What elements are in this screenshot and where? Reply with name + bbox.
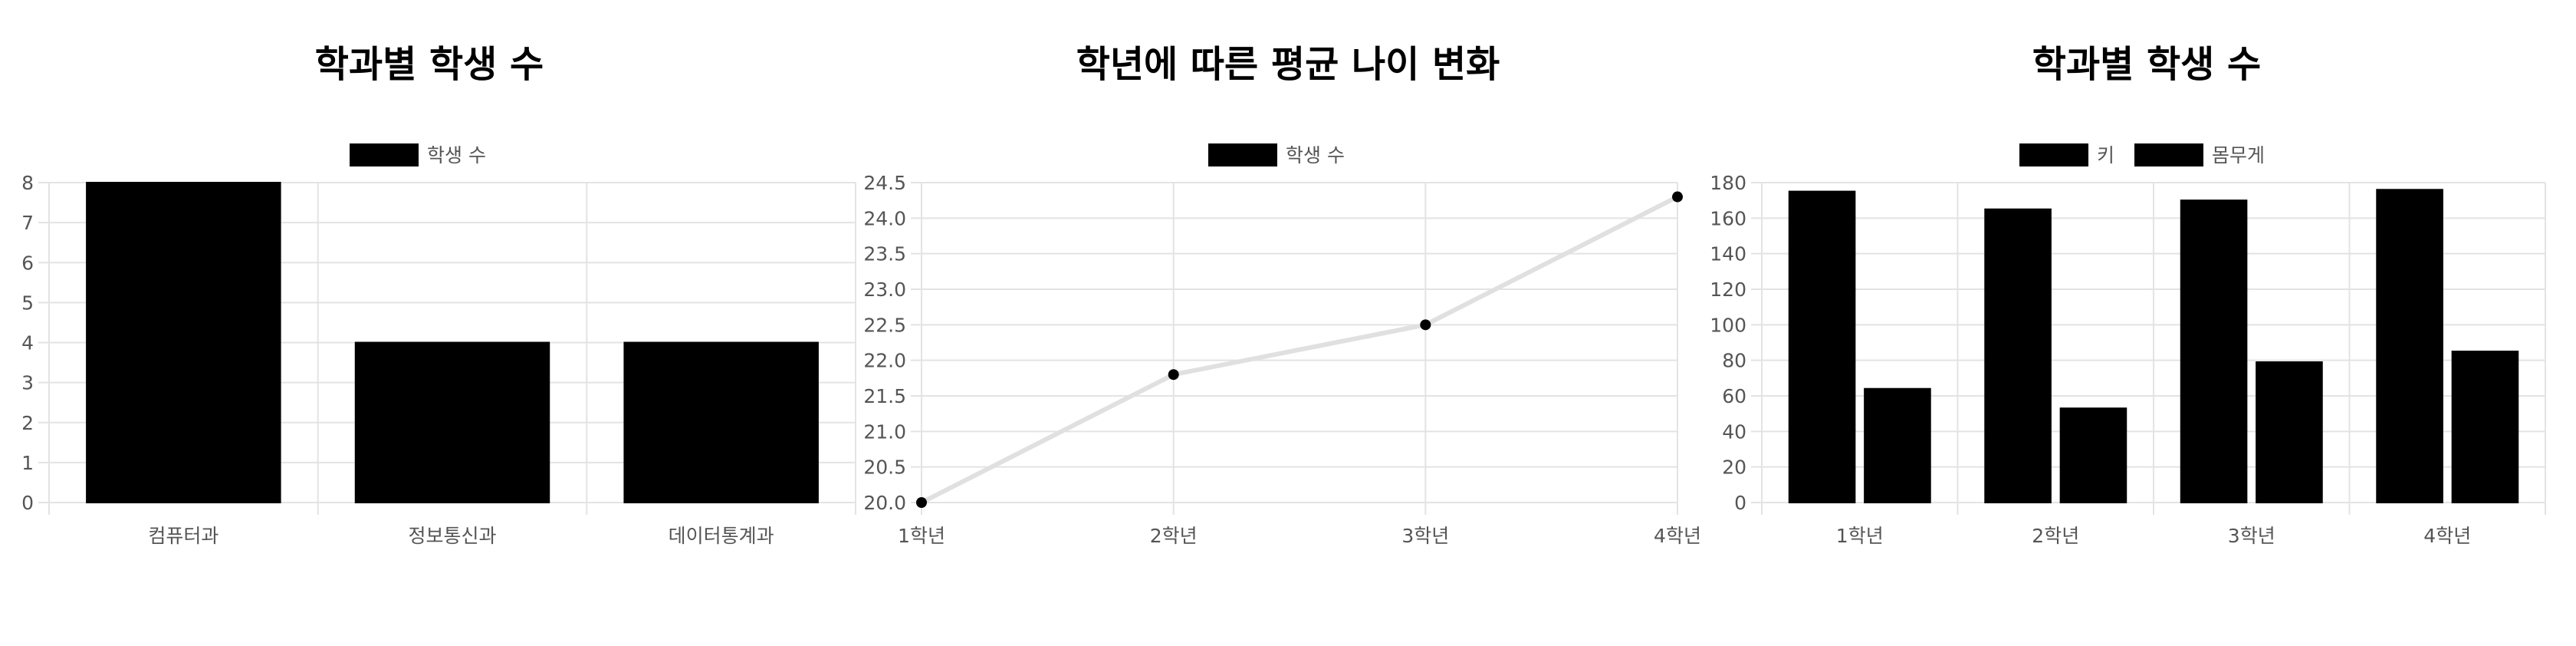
chart-3-ytick-8: 140	[1710, 243, 1746, 265]
chart-2-ytick-4: 21.5	[863, 385, 906, 407]
chart-3-bar-1-4	[2376, 189, 2443, 503]
chart-3-ytick-7: 120	[1710, 279, 1746, 301]
chart-1-ytick-6: 5	[21, 292, 34, 314]
chart-1-ytick-8: 7	[21, 212, 34, 234]
chart-3-xtick-3: 3학년	[2228, 525, 2275, 547]
chart-3-bar-2-1	[1864, 387, 1931, 503]
chart-2-ytick-2: 20.5	[863, 456, 906, 479]
chart-3-bar-1-3	[2180, 199, 2248, 503]
chart-3-ytick-5: 80	[1722, 350, 1746, 372]
chart-1-bar-1-3	[623, 341, 819, 503]
chart-2-ytick-6: 22.5	[863, 314, 906, 336]
chart-1-legend-label-1: 학생 수	[427, 144, 486, 166]
chart-1-ytick-3: 2	[21, 412, 34, 434]
chart-3-ytick-9: 160	[1710, 207, 1746, 229]
chart-2-xtick-4: 4학년	[1654, 525, 1701, 547]
chart-2-ytick-1: 20.0	[863, 492, 906, 514]
chart-2-point-2	[1168, 369, 1179, 381]
chart-3-ytick-4: 60	[1722, 385, 1746, 407]
chart-2-xtick-2: 2학년	[1150, 525, 1198, 547]
chart-2-point-4	[1672, 191, 1683, 203]
chart-3-svg: 학과별 학생 수키 몸무게 0 20 40 60 80 100 120 140 160 180 1학년 2…	[1710, 43, 2546, 547]
chart-2-ytick-8: 23.5	[863, 243, 906, 265]
chart-1-xtick-3: 데이터통계과	[669, 525, 774, 547]
chart-3-xtick-1: 1학년	[1836, 525, 1884, 547]
chart-2-ytick-9: 24.0	[863, 207, 906, 229]
chart-3-legend-label-2: 몸무게	[2212, 144, 2265, 166]
chart-2-title: 학년에 따른 평균 나이 변화	[1076, 43, 1500, 86]
chart-3-title: 학과별 학생 수	[2032, 43, 2261, 86]
chart-1-ytick-1: 0	[21, 492, 34, 514]
chart-2-legend-swatch-1	[1208, 143, 1277, 166]
chart-1-xtick-1: 컴퓨터과	[148, 525, 219, 547]
chart-3-bar-1-2	[1984, 208, 2052, 503]
chart-3-ytick-3: 40	[1722, 420, 1746, 443]
chart-2-ytick-10: 24.5	[863, 172, 906, 194]
chart-3-legend-label-1: 키	[2097, 144, 2114, 166]
chart-2-legend-label-1: 학생 수	[1286, 144, 1345, 166]
chart-2-point-3	[1420, 319, 1431, 331]
chart-2-ytick-5: 22.0	[863, 350, 906, 372]
chart-1-xtick-2: 정보통신과	[408, 525, 496, 547]
chart-3-bar-2-4	[2451, 351, 2519, 504]
chart-1-ytick-2: 1	[21, 452, 34, 474]
chart-3-ytick-6: 100	[1710, 314, 1746, 336]
chart-3-xtick-4: 4학년	[2423, 525, 2471, 547]
chart-2-xtick-1: 1학년	[898, 525, 945, 547]
chart-1-legend-swatch-1	[350, 143, 419, 166]
chart-2-ytick-3: 21.0	[863, 420, 906, 443]
chart-1-ytick-7: 6	[21, 252, 34, 274]
chart-3-bar-2-2	[2059, 407, 2128, 504]
chart-1-ytick-9: 8	[21, 172, 34, 194]
chart-1-title: 학과별 학생 수	[315, 43, 544, 86]
chart-1-ytick-4: 3	[21, 372, 34, 394]
chart-3-ytick-2: 20	[1722, 456, 1746, 479]
chart-3-legend-swatch-1	[2019, 143, 2088, 166]
chart-3-ytick-1: 0	[1734, 492, 1746, 514]
chart-3-legend-swatch-2	[2134, 143, 2203, 166]
chart-3-bar-1-1	[1788, 190, 1856, 503]
chart-3-ytick-10: 180	[1710, 172, 1746, 194]
chart-1-bar-1-2	[354, 341, 550, 503]
chart-3-bar-2-3	[2256, 361, 2323, 503]
chart-1-svg: 학과별 학생 수학생 수 0 1 2 3 4 5 6 7 8 컴퓨터과 정보통신과 데이터통계과	[21, 43, 856, 547]
chart-3-xtick-2: 2학년	[2032, 525, 2079, 547]
chart-1-bar-1-1	[86, 182, 281, 503]
chart-2-series-line	[920, 194, 1679, 505]
chart-2-ytick-7: 23.0	[863, 279, 906, 301]
chart-2-xtick-3: 3학년	[1401, 525, 1449, 547]
chart-2-point-1	[916, 497, 927, 508]
chart-1-ytick-5: 4	[21, 332, 34, 354]
